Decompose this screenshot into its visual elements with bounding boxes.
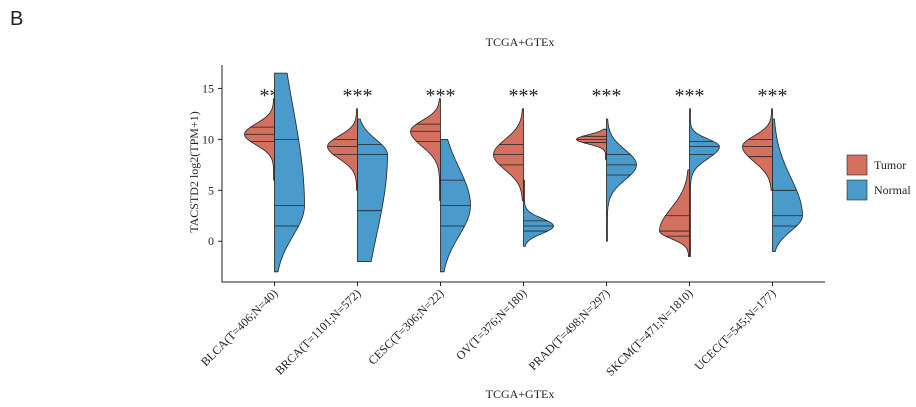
violin-half	[606, 118, 637, 242]
x-tick-label: UCEC(T=545;N=177)	[692, 286, 779, 373]
x-tick-label: BLCA(T=406;N=40)	[198, 286, 281, 369]
annotation: ***	[592, 85, 622, 107]
violin-half	[576, 128, 607, 161]
violin-half	[327, 108, 358, 191]
violin-half	[410, 98, 441, 201]
x-tick-label: SKCM(T=471;N=1810)	[603, 286, 696, 379]
legend-swatch	[846, 154, 868, 176]
violin-half	[772, 118, 803, 252]
y-axis-label: TACSTD2 log2(TPM+1)	[187, 111, 201, 232]
legend-label: Tumor	[874, 158, 906, 172]
panel-label: B	[10, 8, 23, 30]
x-axis-label: TCGA+GTEx	[486, 387, 555, 401]
annotation: ***	[509, 85, 539, 107]
violin-half	[357, 118, 388, 263]
annotation: ***	[426, 85, 456, 107]
x-tick-label: CESC(T=306;N=22)	[365, 286, 446, 367]
y-tick-label: 5	[208, 183, 214, 197]
violin-half	[689, 108, 720, 257]
legend-label: Normal	[874, 183, 911, 197]
y-tick-label: 10	[202, 132, 214, 146]
violin-half	[523, 179, 554, 247]
annotation: ***	[758, 85, 788, 107]
annotation: ***	[343, 85, 373, 107]
y-tick-label: 15	[202, 81, 214, 95]
chart-title: TCGA+GTEx	[486, 35, 555, 49]
x-tick-label: OV(T=376;N=180)	[453, 286, 530, 363]
violin-half	[244, 98, 275, 181]
violin-half	[742, 108, 773, 191]
axes	[221, 65, 825, 283]
x-tick-label: PRAD(T=498;N=297)	[526, 286, 613, 373]
y-tick-label: 0	[208, 234, 214, 248]
legend-swatch	[846, 179, 868, 201]
violin-half	[659, 169, 690, 257]
x-tick-label: BRCA(T=1101;N=572)	[272, 286, 363, 377]
violin-half	[274, 72, 305, 273]
annotation: ***	[675, 85, 705, 107]
